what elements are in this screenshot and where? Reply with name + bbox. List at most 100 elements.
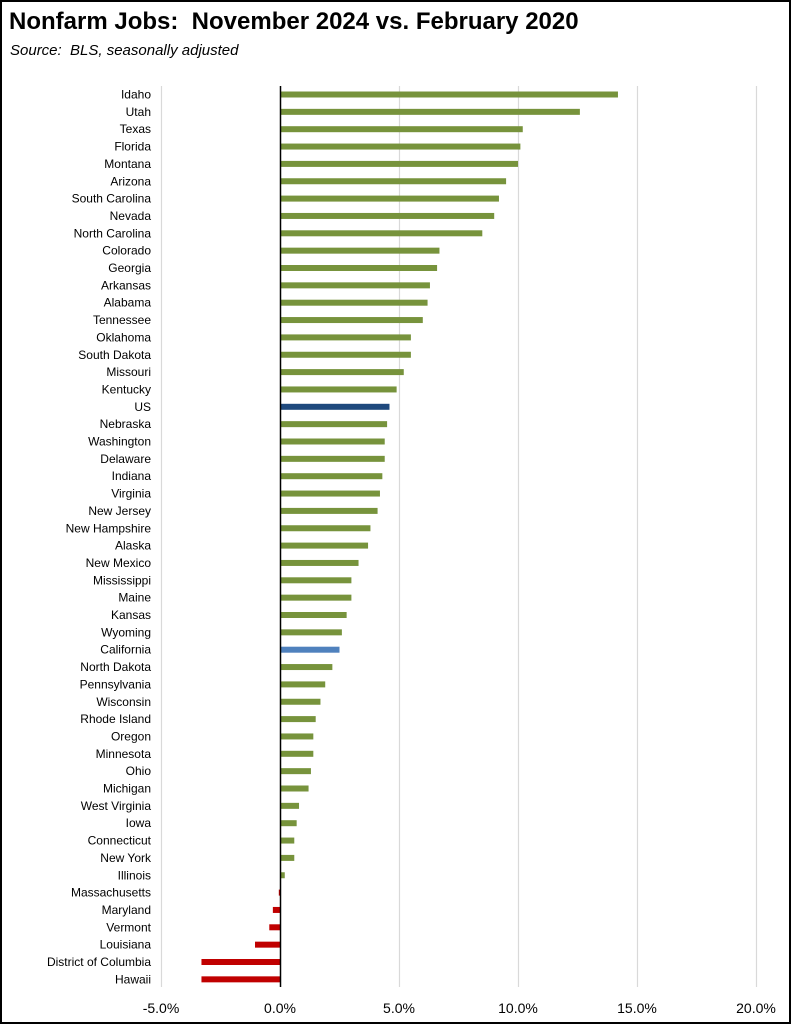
category-label: Kansas: [111, 608, 151, 622]
category-label: Alabama: [104, 296, 152, 310]
category-label: US: [134, 400, 151, 414]
category-label: New Jersey: [88, 504, 151, 518]
bar: [280, 612, 347, 618]
bar: [280, 247, 440, 254]
category-label: District of Columbia: [47, 955, 151, 969]
bar: [280, 108, 580, 115]
x-tick-label: 15.0%: [617, 1000, 657, 1016]
bar: [280, 559, 359, 566]
bar: [280, 126, 523, 133]
category-label: Maine: [118, 591, 151, 605]
category-label: Oregon: [111, 729, 151, 743]
category-label: Nevada: [110, 209, 152, 223]
bar: [280, 854, 295, 861]
category-label: California: [100, 643, 151, 657]
bar: [272, 906, 280, 913]
bar: [280, 265, 438, 271]
bar: [280, 160, 518, 167]
bar: [280, 403, 390, 410]
bar: [280, 351, 411, 358]
bar: [280, 91, 618, 98]
bar: [280, 577, 352, 584]
x-tick-label: 5.0%: [383, 1000, 415, 1016]
bar: [280, 750, 314, 757]
category-label: Massachusetts: [71, 886, 151, 900]
category-label: Arizona: [110, 174, 151, 188]
bar: [280, 490, 380, 497]
bar: [280, 542, 369, 549]
category-label: Wyoming: [101, 625, 151, 639]
category-label: Illinois: [118, 868, 151, 882]
category-label: Missouri: [106, 365, 151, 379]
category-label: South Carolina: [72, 192, 152, 206]
category-label: Maryland: [102, 903, 151, 917]
bar: [280, 178, 507, 185]
bar: [278, 889, 280, 896]
category-label: Florida: [114, 140, 151, 154]
category-label: Colorado: [102, 244, 151, 258]
bar: [280, 507, 378, 514]
category-label: Vermont: [106, 920, 151, 934]
category-label: Idaho: [121, 88, 151, 102]
x-tick-label: 0.0%: [264, 1000, 296, 1016]
category-label: South Dakota: [78, 348, 151, 362]
category-label: Pennsylvania: [80, 677, 152, 691]
category-label: North Dakota: [80, 660, 151, 674]
bar: [269, 924, 280, 931]
category-label: Wisconsin: [96, 695, 151, 709]
bar: [280, 299, 428, 306]
bar: [280, 802, 300, 809]
bar: [280, 698, 321, 705]
bar: [280, 646, 340, 653]
bar: [280, 785, 309, 792]
bar: [280, 681, 326, 688]
bar: [280, 525, 371, 532]
chart-subtitle: Source: BLS, seasonally adjusted: [10, 42, 239, 59]
bar: [280, 438, 385, 445]
category-label: Ohio: [126, 764, 152, 778]
bar: [280, 473, 383, 480]
bar: [255, 941, 280, 948]
category-label: Indiana: [112, 469, 152, 483]
chart-title: Nonfarm Jobs: November 2024 vs. February…: [9, 8, 579, 35]
bar: [280, 212, 495, 219]
category-label: Utah: [126, 105, 151, 119]
category-label: Connecticut: [88, 834, 152, 848]
bar: [201, 959, 280, 965]
bar: [201, 976, 280, 983]
category-label: Arkansas: [101, 278, 151, 292]
bar: [280, 716, 316, 723]
category-label: Kentucky: [102, 382, 151, 396]
bar: [280, 143, 521, 150]
category-label: New Mexico: [86, 556, 152, 570]
category-label: Iowa: [126, 816, 152, 830]
category-label: New York: [100, 851, 152, 865]
category-label: Nebraska: [100, 417, 152, 431]
bar: [280, 594, 352, 601]
category-label: Minnesota: [96, 747, 152, 761]
bar: [280, 386, 397, 393]
bar: [280, 334, 411, 341]
category-label: Georgia: [108, 261, 151, 275]
bar: [280, 317, 423, 324]
bar: [280, 664, 333, 671]
category-label: New Hampshire: [66, 521, 152, 535]
bar: [280, 421, 388, 428]
x-tick-label: -5.0%: [143, 1000, 180, 1016]
bar: [280, 768, 311, 775]
category-label: Rhode Island: [80, 712, 151, 726]
category-label: Montana: [104, 157, 151, 171]
category-label: Delaware: [100, 452, 151, 466]
bar: [280, 733, 314, 740]
bar: [280, 455, 385, 462]
bar: [280, 195, 499, 202]
bar: [280, 282, 430, 289]
category-label: Hawaii: [115, 972, 151, 986]
bar: [280, 629, 342, 636]
bar: [280, 369, 404, 376]
category-label: Michigan: [103, 782, 151, 796]
category-label: Oklahoma: [96, 330, 151, 344]
bar: [280, 837, 295, 844]
